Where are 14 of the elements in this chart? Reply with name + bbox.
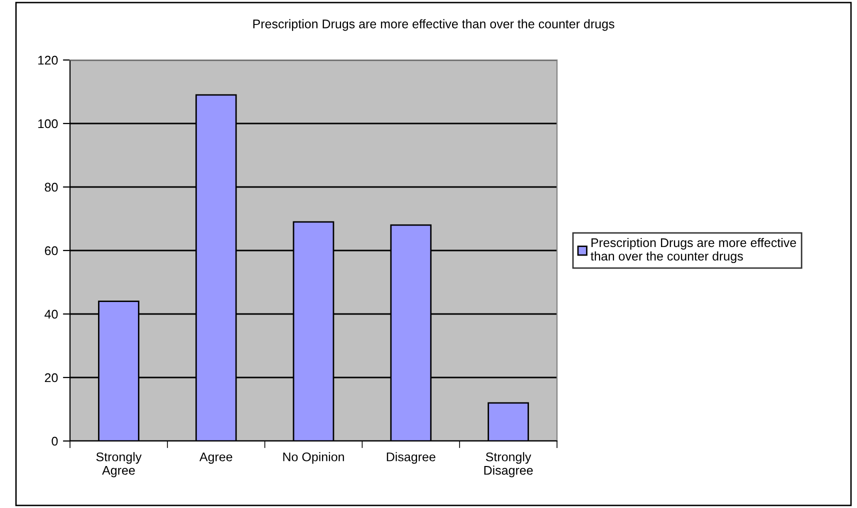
y-tick-label: 60 <box>44 246 58 256</box>
x-tick-label: Strongly Agree <box>96 452 142 478</box>
y-tick-label: 100 <box>38 119 58 128</box>
x-tick-label: Disagree <box>386 452 436 464</box>
y-tick-label: 120 <box>38 56 58 65</box>
y-tick-label: 80 <box>44 182 58 192</box>
x-tick-label: Agree <box>199 452 232 464</box>
x-tick-label: Strongly Disagree <box>484 452 533 478</box>
x-tick-label: No Opinion <box>283 452 344 464</box>
y-tick-label: 40 <box>44 310 58 319</box>
legend-label: Prescription Drugs are more effective than over the counter drugs <box>590 238 796 264</box>
y-tick-label: 0 <box>52 436 58 446</box>
y-tick-label: 20 <box>44 373 58 382</box>
chart-title: Prescription Drugs are more effective than over the counter drugs <box>253 19 614 31</box>
